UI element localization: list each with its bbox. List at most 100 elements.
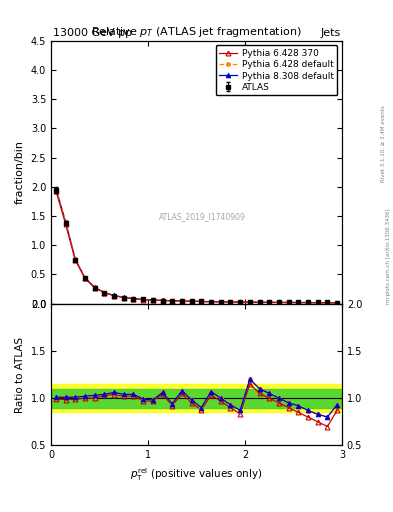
X-axis label: $p_{\rm T}^{\rm rel}$ (positive values only): $p_{\rm T}^{\rm rel}$ (positive values o…	[130, 466, 263, 483]
Pythia 6.428 370	[257, 299, 262, 305]
Pythia 6.428 default	[228, 299, 233, 305]
Pythia 6.428 default	[277, 300, 281, 306]
Bar	[51, 389, 342, 408]
Pythia 6.428 370	[296, 300, 301, 306]
Text: Rivet 3.1.10, ≥ 3.4M events: Rivet 3.1.10, ≥ 3.4M events	[381, 105, 386, 182]
Pythia 8.308 default	[92, 284, 97, 290]
Pythia 6.428 370	[131, 295, 136, 302]
Pythia 8.308 default	[141, 296, 145, 303]
Pythia 6.428 370	[335, 300, 340, 306]
Pythia 6.428 default	[53, 186, 58, 192]
Pythia 8.308 default	[315, 300, 320, 306]
Pythia 6.428 default	[257, 299, 262, 305]
Title: Relative $p_T$ (ATLAS jet fragmentation): Relative $p_T$ (ATLAS jet fragmentation)	[91, 26, 302, 39]
Pythia 6.428 default	[248, 299, 252, 305]
Line: Pythia 6.428 default: Pythia 6.428 default	[54, 187, 339, 305]
Pythia 8.308 default	[267, 300, 272, 306]
Text: ATLAS_2019_I1740909: ATLAS_2019_I1740909	[159, 212, 246, 222]
Pythia 6.428 370	[238, 299, 242, 305]
Line: Pythia 8.308 default: Pythia 8.308 default	[53, 186, 340, 305]
Pythia 6.428 370	[92, 285, 97, 291]
Pythia 6.428 370	[306, 300, 310, 306]
Text: Jets: Jets	[321, 28, 341, 38]
Pythia 6.428 default	[238, 299, 242, 305]
Pythia 6.428 default	[219, 298, 223, 305]
Pythia 8.308 default	[228, 299, 233, 305]
Pythia 6.428 370	[199, 298, 204, 305]
Pythia 6.428 370	[189, 298, 194, 304]
Pythia 6.428 default	[141, 296, 145, 303]
Legend: Pythia 6.428 370, Pythia 6.428 default, Pythia 8.308 default, ATLAS: Pythia 6.428 370, Pythia 6.428 default, …	[216, 46, 338, 95]
Pythia 8.308 default	[277, 300, 281, 306]
Pythia 6.428 370	[112, 292, 116, 298]
Pythia 6.428 default	[306, 300, 310, 306]
Pythia 8.308 default	[209, 298, 213, 305]
Text: 13000 GeV pp: 13000 GeV pp	[53, 28, 132, 38]
Pythia 6.428 default	[83, 275, 87, 281]
Pythia 8.308 default	[199, 298, 204, 305]
Pythia 6.428 370	[325, 300, 330, 306]
Pythia 8.308 default	[248, 299, 252, 305]
Pythia 6.428 370	[286, 300, 291, 306]
Pythia 6.428 default	[199, 298, 204, 305]
Pythia 6.428 370	[121, 294, 126, 301]
Pythia 6.428 default	[170, 297, 174, 304]
Pythia 8.308 default	[286, 300, 291, 306]
Pythia 6.428 default	[63, 219, 68, 225]
Text: mcplots.cern.ch [arXiv:1306.3436]: mcplots.cern.ch [arXiv:1306.3436]	[386, 208, 391, 304]
Pythia 6.428 default	[335, 300, 340, 306]
Pythia 6.428 370	[228, 299, 233, 305]
Pythia 6.428 default	[160, 297, 165, 304]
Pythia 8.308 default	[112, 292, 116, 298]
Pythia 8.308 default	[238, 299, 242, 305]
Bar	[51, 384, 342, 412]
Pythia 8.308 default	[325, 300, 330, 306]
Pythia 6.428 default	[180, 298, 184, 304]
Pythia 8.308 default	[189, 298, 194, 304]
Line: Pythia 6.428 370: Pythia 6.428 370	[53, 188, 340, 305]
Pythia 6.428 370	[277, 300, 281, 306]
Pythia 6.428 370	[63, 221, 68, 227]
Pythia 6.428 370	[53, 188, 58, 194]
Pythia 6.428 default	[209, 298, 213, 305]
Pythia 8.308 default	[306, 300, 310, 306]
Pythia 6.428 default	[325, 300, 330, 306]
Pythia 8.308 default	[73, 256, 78, 262]
Pythia 8.308 default	[63, 219, 68, 225]
Pythia 6.428 370	[102, 290, 107, 296]
Pythia 8.308 default	[170, 297, 174, 304]
Pythia 6.428 default	[267, 300, 272, 306]
Pythia 6.428 370	[315, 300, 320, 306]
Pythia 8.308 default	[296, 300, 301, 306]
Pythia 6.428 default	[189, 298, 194, 304]
Pythia 6.428 default	[315, 300, 320, 306]
Pythia 8.308 default	[219, 298, 223, 305]
Pythia 6.428 370	[170, 298, 174, 304]
Pythia 6.428 370	[160, 297, 165, 304]
Pythia 6.428 default	[112, 292, 116, 298]
Pythia 6.428 370	[219, 299, 223, 305]
Pythia 6.428 default	[151, 297, 155, 303]
Pythia 8.308 default	[131, 295, 136, 302]
Pythia 8.308 default	[257, 299, 262, 305]
Pythia 8.308 default	[83, 275, 87, 281]
Pythia 8.308 default	[53, 185, 58, 191]
Pythia 6.428 370	[267, 300, 272, 306]
Pythia 6.428 default	[92, 284, 97, 290]
Pythia 6.428 default	[131, 295, 136, 302]
Pythia 6.428 370	[141, 296, 145, 303]
Pythia 8.308 default	[121, 294, 126, 301]
Pythia 8.308 default	[160, 297, 165, 304]
Pythia 6.428 370	[151, 297, 155, 303]
Pythia 6.428 default	[73, 256, 78, 262]
Pythia 8.308 default	[180, 298, 184, 304]
Pythia 8.308 default	[335, 300, 340, 306]
Pythia 6.428 default	[296, 300, 301, 306]
Pythia 6.428 370	[73, 257, 78, 263]
Pythia 6.428 370	[248, 299, 252, 305]
Y-axis label: Ratio to ATLAS: Ratio to ATLAS	[15, 336, 25, 413]
Y-axis label: fraction/bin: fraction/bin	[15, 140, 25, 204]
Pythia 6.428 default	[102, 289, 107, 295]
Pythia 6.428 default	[121, 294, 126, 301]
Pythia 6.428 default	[286, 300, 291, 306]
